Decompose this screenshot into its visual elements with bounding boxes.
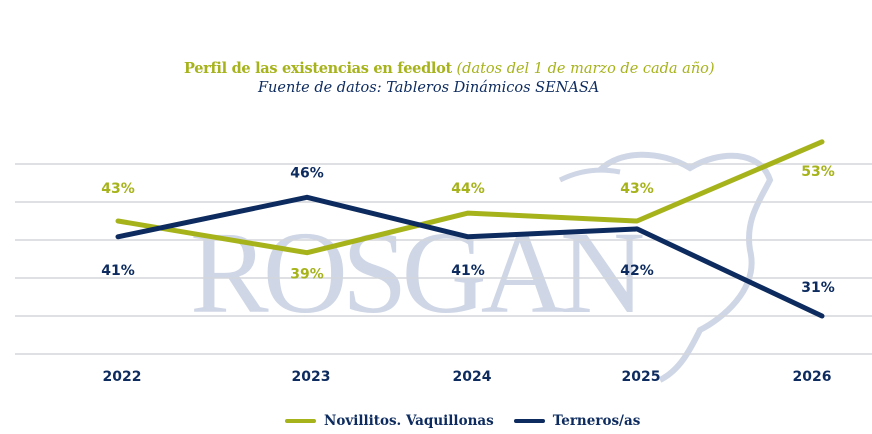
x-tick-label: 2024 — [453, 369, 492, 385]
legend: Novillitos. Vaquillonas Terneros/as — [285, 413, 640, 429]
legend-label-terneros: Terneros/as — [552, 413, 641, 429]
x-tick-label: 2025 — [622, 369, 661, 385]
data-label: 43% — [101, 181, 135, 197]
data-label: 44% — [451, 181, 485, 197]
legend-label-novillitos: Novillitos. Vaquillonas — [324, 413, 494, 429]
legend-item-novillitos: Novillitos. Vaquillonas — [285, 413, 494, 429]
data-label: 39% — [290, 267, 324, 283]
data-label: 41% — [101, 263, 135, 279]
data-label: 42% — [620, 263, 654, 279]
data-label: 43% — [620, 181, 654, 197]
legend-swatch-terneros — [513, 419, 545, 423]
series-line-terneros — [115, 194, 825, 319]
x-tick-label: 2023 — [292, 369, 331, 385]
bull-head-icon — [597, 151, 774, 383]
x-tick-label: 2026 — [793, 369, 832, 385]
series-line-novillitos — [115, 139, 825, 256]
legend-item-terneros: Terneros/as — [513, 413, 641, 429]
data-label: 46% — [290, 165, 324, 181]
data-label: 53% — [801, 164, 835, 180]
line-chart: ROSGAN 43%39%44% 43%53%41%46%41% 42%31% 20… — [15, 139, 872, 385]
chart-subtitle: Fuente de datos: Tableros Dinámicos SENA… — [258, 80, 600, 96]
bull-horn-icon — [558, 167, 621, 183]
chart-title-note: (datos del 1 de marzo de cada año) — [456, 61, 715, 77]
x-tick-label: 2022 — [103, 369, 142, 385]
data-label: 41% — [451, 263, 485, 279]
data-label: 31% — [801, 280, 835, 296]
chart-title: Perfil de las existencias en feedlot (da… — [184, 60, 715, 77]
legend-swatch-novillitos — [285, 419, 316, 423]
chart-title-main: Perfil de las existencias en feedlot — [184, 60, 452, 77]
